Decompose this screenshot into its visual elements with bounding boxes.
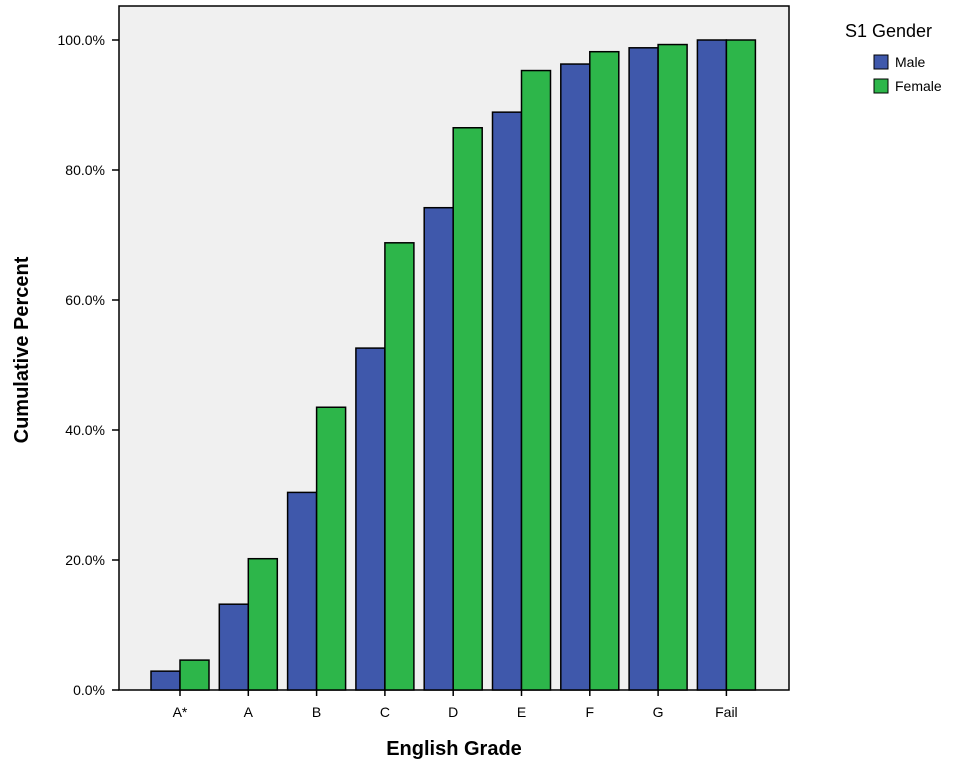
bars-layer	[150, 39, 757, 691]
bar-male-8	[696, 39, 728, 691]
bar-female-3	[384, 242, 415, 691]
y-tick-label-2: 40.0%	[65, 422, 105, 438]
x-tick-label-8: Fail	[715, 704, 738, 720]
bar-male-2	[286, 491, 318, 691]
bar-female-8	[725, 39, 757, 691]
legend-title: S1 Gender	[845, 21, 932, 41]
x-tick-label-7: G	[653, 704, 664, 720]
y-axis: 0.0% 20.0% 40.0% 60.0% 80.0% 100.0%	[58, 32, 119, 698]
x-tick-label-0: A*	[173, 704, 188, 720]
bar-male-0	[150, 670, 181, 691]
bar-female-6	[589, 50, 620, 691]
y-tick-label-0: 0.0%	[73, 682, 105, 698]
x-axis-title: English Grade	[386, 738, 522, 760]
y-tick-label-1: 20.0%	[65, 552, 105, 568]
x-tick-label-1: A	[244, 704, 254, 720]
bar-male-4	[423, 206, 454, 691]
bar-male-6	[560, 63, 591, 691]
bar-male-3	[355, 347, 386, 691]
legend-label-male: Male	[895, 54, 926, 70]
bar-female-1	[247, 557, 279, 691]
bar-male-1	[218, 603, 250, 691]
bar-female-4	[452, 127, 483, 691]
x-tick-label-4: D	[448, 704, 458, 720]
legend-swatch-female	[873, 78, 889, 94]
x-axis: A* A B C D E F G Fail	[173, 690, 738, 720]
x-tick-label-5: E	[517, 704, 526, 720]
bar-male-7	[628, 47, 659, 691]
y-axis-title: Cumulative Percent	[11, 256, 33, 443]
legend: S1 Gender Male Female	[845, 21, 942, 94]
legend-label-female: Female	[895, 78, 942, 94]
bar-female-7	[657, 43, 688, 691]
y-tick-label-3: 60.0%	[65, 292, 105, 308]
x-tick-label-6: F	[586, 704, 595, 720]
bar-female-2	[315, 406, 347, 691]
bar-female-5	[520, 69, 552, 691]
x-tick-label-2: B	[312, 704, 321, 720]
bar-male-5	[491, 111, 523, 691]
y-tick-label-4: 80.0%	[65, 162, 105, 178]
x-tick-label-3: C	[380, 704, 390, 720]
legend-swatch-male	[873, 54, 889, 70]
bar-female-0	[179, 659, 210, 691]
y-tick-label-5: 100.0%	[58, 32, 105, 48]
